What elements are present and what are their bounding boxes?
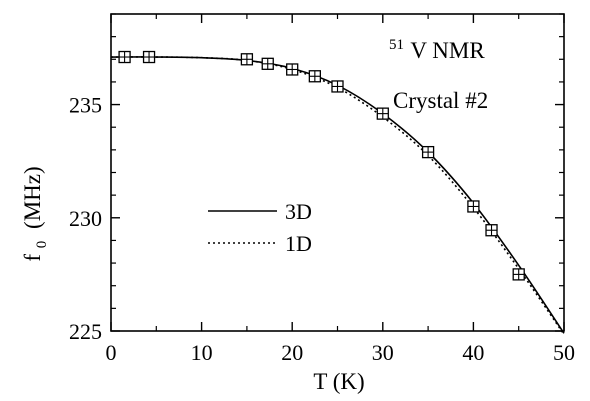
plot-area: [110, 13, 565, 332]
plot-frame: [110, 13, 565, 332]
x-tick-label: 40: [462, 340, 484, 365]
legend-label-3d: 3D: [285, 199, 312, 224]
data-point: [331, 80, 344, 93]
y-axis-label-sub: 0: [34, 241, 50, 249]
data-point: [467, 200, 480, 213]
annotation-main: V NMR: [410, 38, 485, 63]
x-axis: 0 10 20 30 40 50: [106, 14, 575, 365]
data-point: [118, 50, 131, 64]
series-line-3d: [110, 56, 565, 334]
annotation-superscript: 51: [389, 37, 404, 53]
y-axis-label-main: f: [20, 254, 45, 262]
data-point: [286, 63, 299, 76]
y-tick-label: 230: [69, 206, 102, 231]
y-tick-label: 225: [69, 319, 102, 344]
legend-label-1d: 1D: [285, 231, 312, 256]
x-tick-label: 0: [106, 340, 117, 365]
data-point: [485, 224, 498, 237]
y-tick-label: 235: [69, 93, 102, 118]
legend: 3D 1D: [208, 199, 312, 256]
x-tick-label: 20: [281, 340, 303, 365]
y-axis-label: f 0 (MHz): [20, 166, 51, 261]
data-point: [240, 53, 254, 66]
nmr-annotation: 51 V NMR: [389, 29, 485, 63]
data-point: [142, 50, 156, 64]
x-tick-label: 30: [372, 340, 394, 365]
data-point: [308, 70, 322, 83]
crystal-annotation: Crystal #2: [393, 88, 488, 113]
data-point: [421, 145, 435, 159]
data-point: [261, 57, 274, 70]
data-point: [512, 268, 525, 281]
data-point: [376, 107, 389, 120]
x-tick-label: 10: [191, 340, 213, 365]
y-axis: 225 230 235: [69, 13, 564, 344]
series-line-1d: [110, 56, 565, 335]
x-tick-label: 50: [553, 340, 575, 365]
y-axis-label-unit: (MHz): [20, 166, 45, 229]
series-layer: [110, 50, 565, 335]
x-axis-label: T (K): [313, 369, 364, 394]
